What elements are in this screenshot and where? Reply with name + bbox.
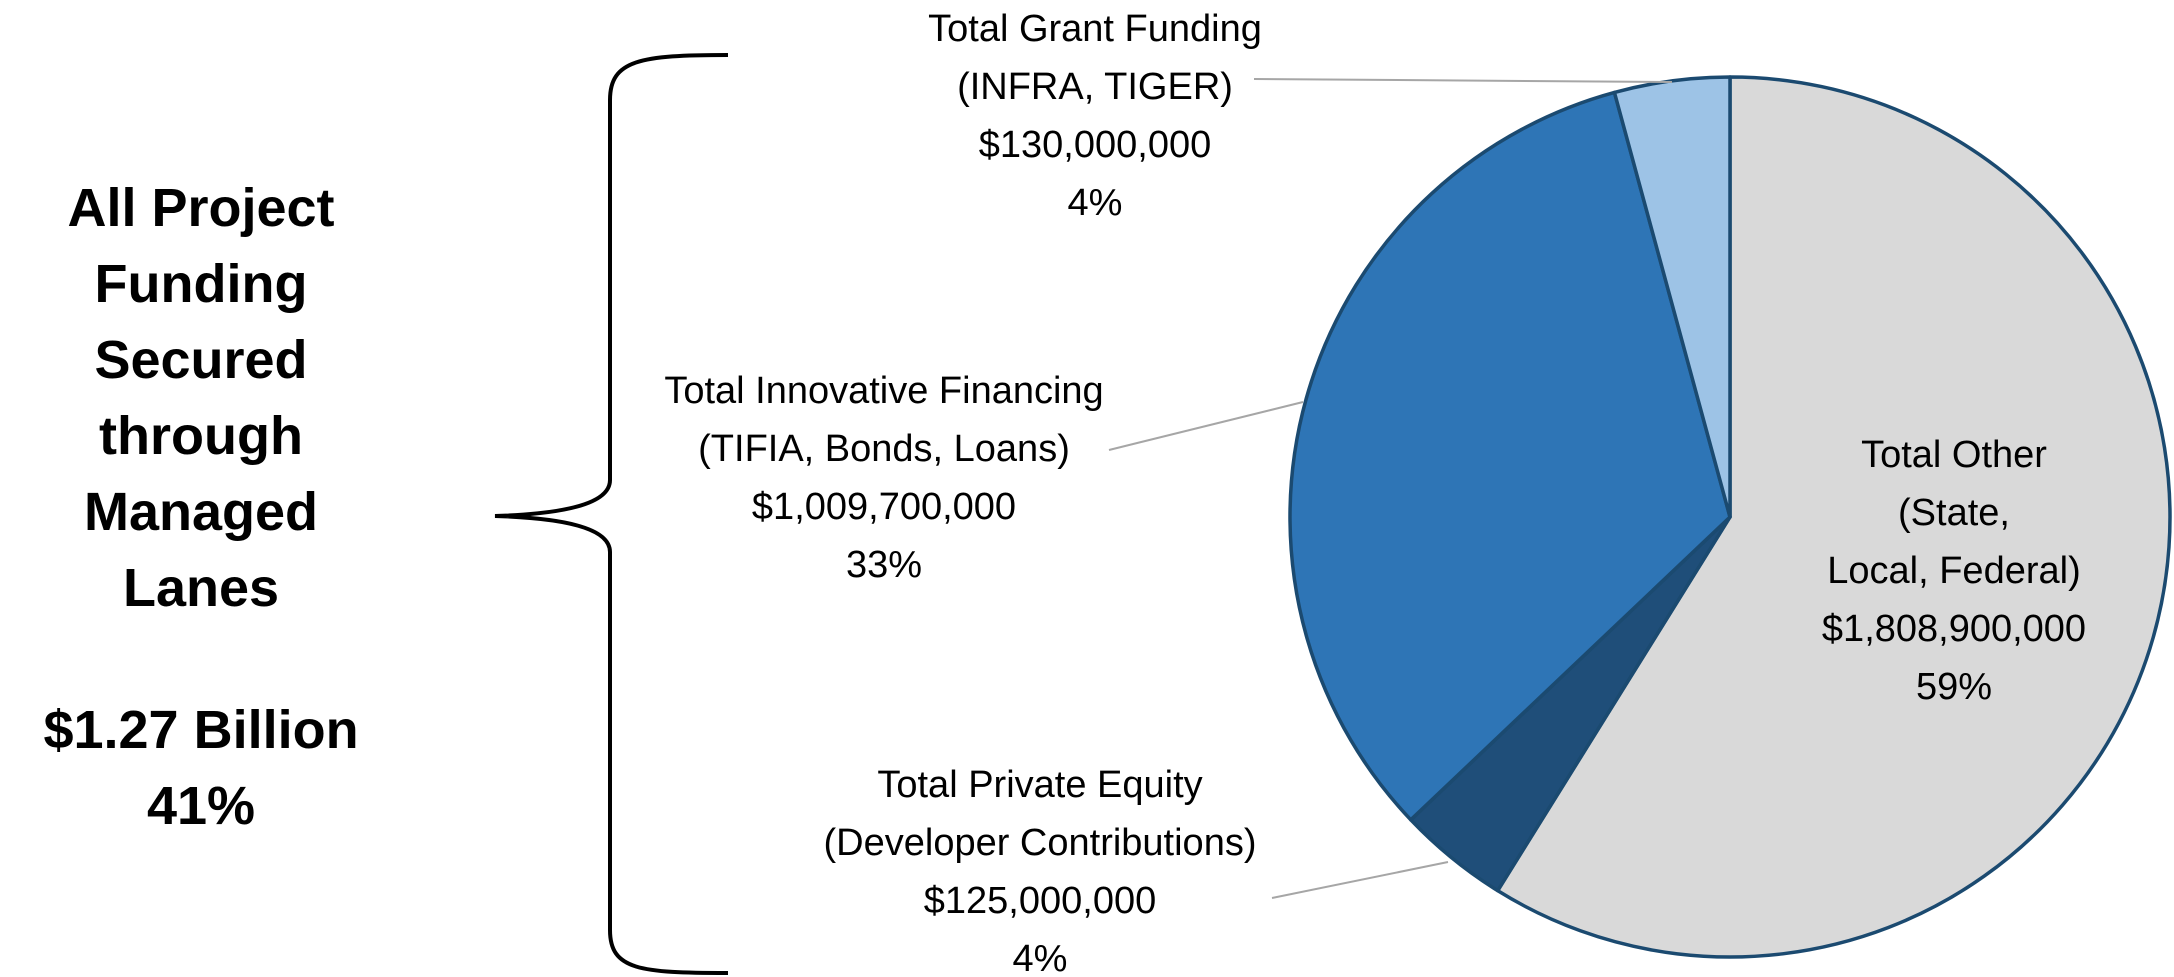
slice-name: Total Grant Funding (INFRA, TIGER)	[928, 8, 1262, 108]
slice-value: $125,000,000	[923, 880, 1157, 922]
pie-slice	[1612, 75, 1732, 519]
slice-percent: 4%	[1012, 938, 1068, 977]
slice-name: Total Other (State, Local, Federal)	[1827, 434, 2081, 592]
pie-slice	[1288, 90, 1732, 822]
data-label: Total Other (State, Local, Federal) $1,80…	[1822, 426, 2086, 716]
slice-percent: 59%	[1915, 666, 1993, 708]
slice-percent: 33%	[845, 544, 923, 586]
slice-value: $1,808,900,000	[1821, 608, 2087, 650]
leader-line	[1253, 78, 1673, 83]
data-label: Total Innovative Financing (TIFIA, Bonds…	[664, 362, 1103, 594]
slice-value: $1,009,700,000	[751, 486, 1017, 528]
slice-percent: 4%	[1067, 182, 1123, 224]
pie-slice	[1495, 75, 2172, 959]
leader-line	[1108, 401, 1304, 451]
data-label: Total Private Equity (Developer Contribu…	[824, 756, 1257, 977]
slice-value: $130,000,000	[978, 124, 1212, 166]
annotation: $1.27 Billion 41%	[43, 700, 359, 836]
annotation: All Project Funding Secured through Mana…	[67, 178, 335, 618]
leader-line	[1271, 861, 1449, 899]
slice-name: Total Private Equity (Developer Contribu…	[823, 764, 1257, 864]
data-label: Total Grant Funding (INFRA, TIGER) $130,0…	[928, 0, 1262, 232]
slice-name: Total Innovative Financing (TIFIA, Bonds…	[664, 370, 1104, 470]
brace	[494, 53, 729, 975]
